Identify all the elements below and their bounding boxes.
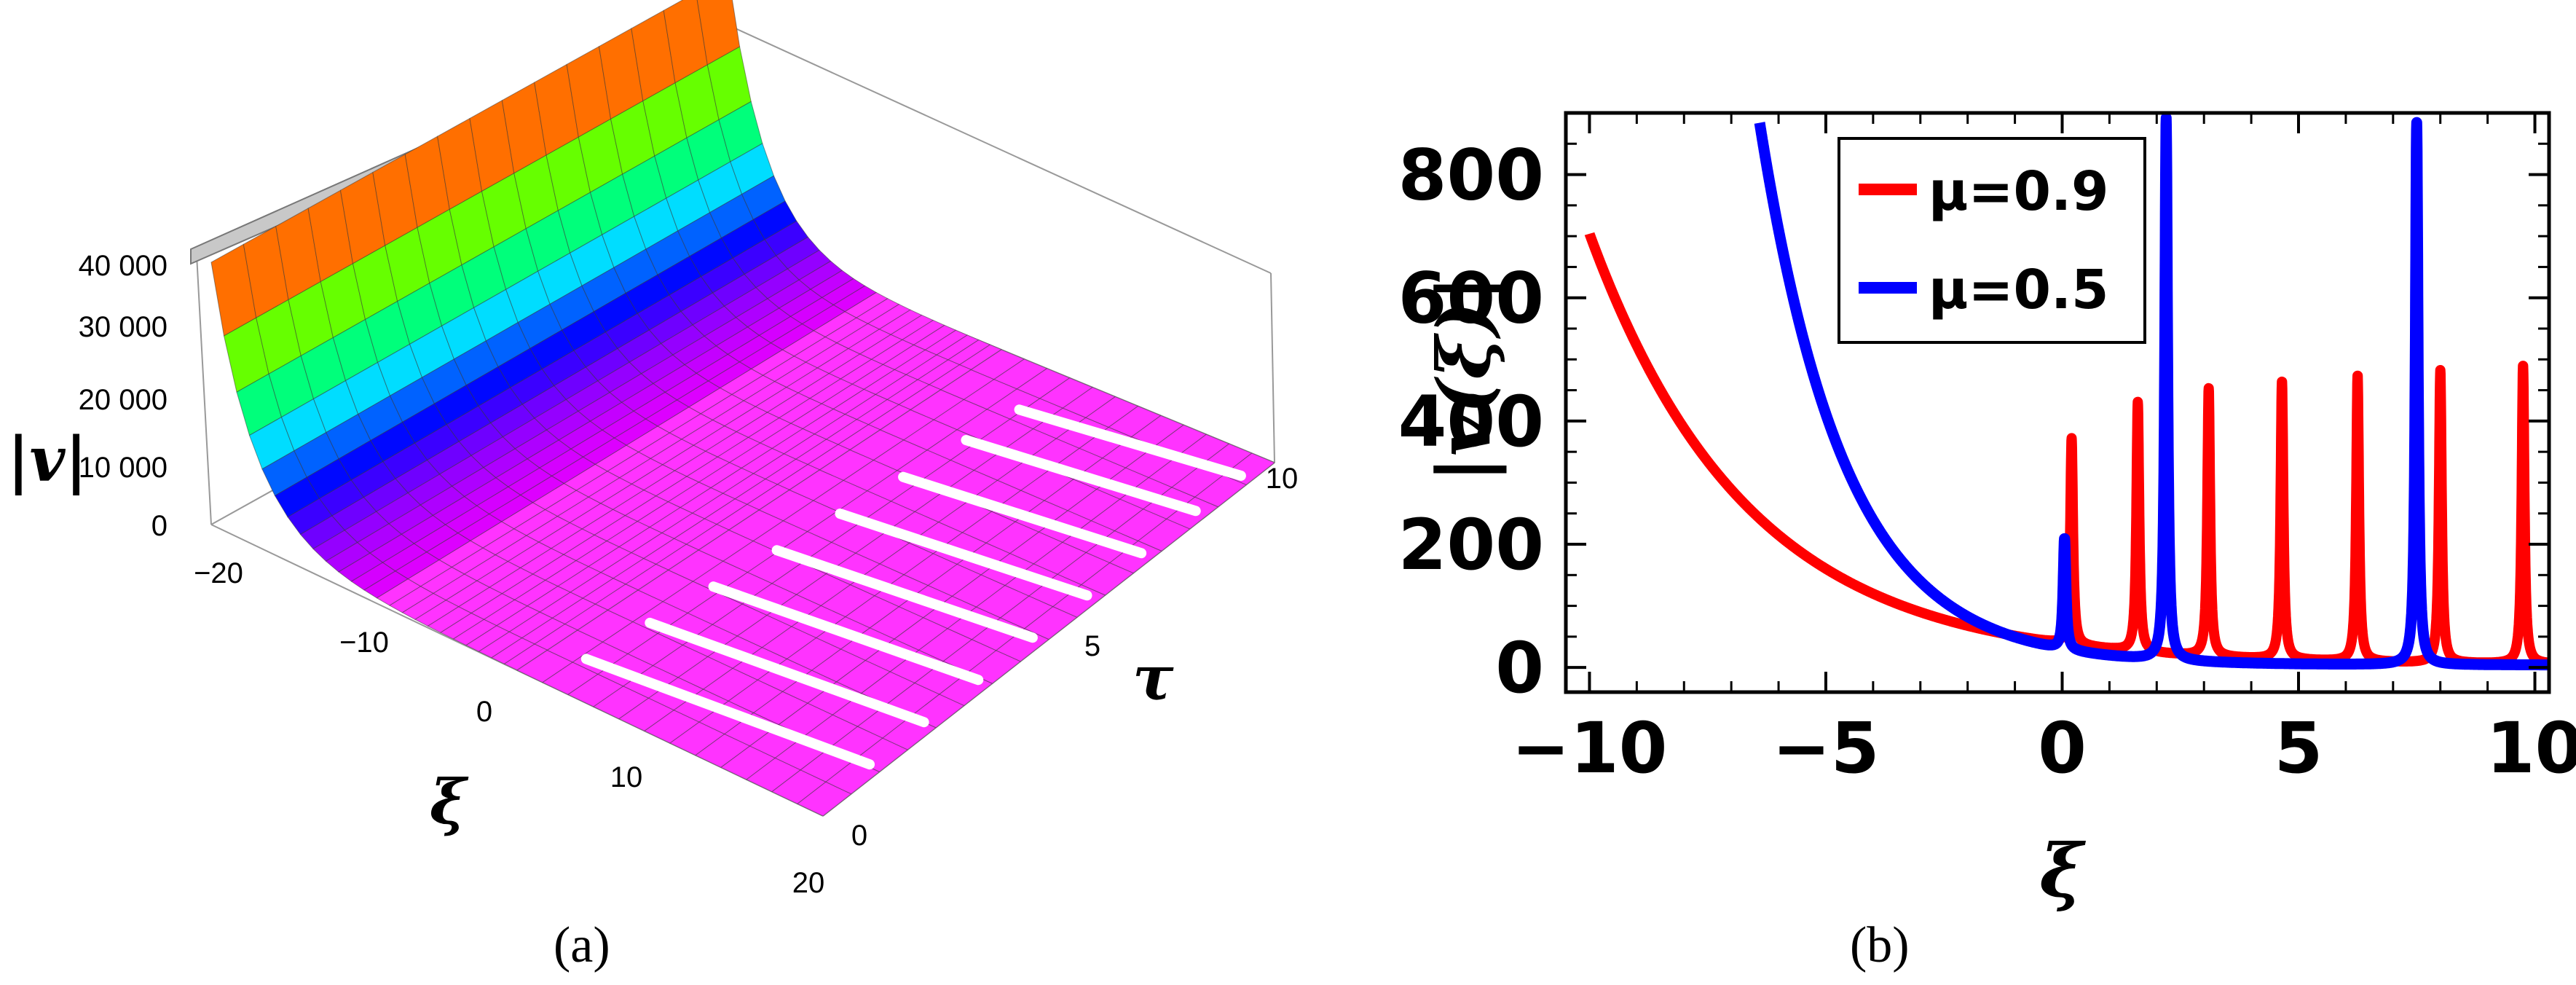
v-tick-label: 30 000	[79, 311, 168, 343]
x-tick-label: 0	[2038, 707, 2087, 789]
x-tick-label: −10	[1511, 707, 1667, 789]
surface-streak	[961, 435, 1201, 517]
y-tick-label: 400	[1398, 381, 1544, 463]
box-edge	[1270, 272, 1275, 463]
xi-tick-label: −10	[339, 627, 389, 659]
y-tick-label: 0	[1495, 627, 1544, 709]
v-tick-label: 10 000	[79, 452, 168, 484]
surface-streak	[645, 617, 929, 728]
box-edge	[720, 21, 1272, 274]
xi-tick-label: 0	[476, 696, 492, 728]
tick-labels: 0 10 000 20 000 30 000 40 000 −20 −10 0 10 20 0 5 10	[79, 250, 1299, 899]
box-edge	[196, 254, 212, 525]
surface-streak	[835, 509, 1092, 601]
tau-tick-label: 5	[1084, 630, 1100, 662]
xi-tick-label: 20	[792, 867, 825, 899]
xi-tick-label: −20	[194, 557, 243, 589]
x-tick-label: −5	[1772, 707, 1879, 789]
series-line-1	[1754, 113, 2549, 671]
x-tick-label: 10	[2486, 707, 2576, 789]
axes: −10 −5 0 5 10 0 200 400 600 800	[1398, 111, 2576, 789]
y-tick-label: 600	[1398, 258, 1544, 340]
v-tick-label: 20 000	[79, 384, 168, 416]
xi-tick-label: 10	[610, 761, 643, 793]
tau-tick-label: 0	[851, 820, 867, 852]
plot-area	[1584, 113, 2549, 671]
y-tick-label: 200	[1398, 504, 1544, 586]
surface-streak	[771, 545, 1038, 643]
v-tick-label: 40 000	[79, 250, 168, 282]
legend-label-0: μ=0.9	[1929, 160, 2109, 223]
x-axis-label: ξ	[2039, 828, 2086, 914]
surface	[190, 0, 1275, 817]
v-tick-label: 0	[151, 510, 168, 542]
y-tick-label: 800	[1398, 135, 1544, 216]
surface-streak	[708, 581, 984, 686]
plot-frame	[1564, 111, 2551, 694]
legend-box	[1838, 137, 2146, 344]
caption-b: (b)	[1850, 917, 1910, 973]
tau-axis-label: τ	[1133, 642, 1174, 714]
surface-streak	[1014, 404, 1246, 481]
surface-streak	[580, 654, 875, 770]
caption-a: (a)	[554, 917, 610, 973]
surface-plot-panel-a: 0 10 000 20 000 30 000 40 000 −20 −10 0 10 20 0 5 10…	[7, 0, 1299, 973]
xi-axis-label: ξ	[430, 766, 469, 838]
tau-tick-label: 10	[1266, 463, 1299, 495]
legend: μ=0.9 μ=0.5	[1838, 137, 2146, 344]
surface-streak	[898, 471, 1147, 559]
y-axis-label: |v(ξ)|	[1421, 275, 1507, 483]
x-tick-label: 5	[2274, 707, 2323, 789]
legend-label-1: μ=0.5	[1929, 259, 2109, 321]
v-axis-label: |v|	[7, 423, 87, 496]
